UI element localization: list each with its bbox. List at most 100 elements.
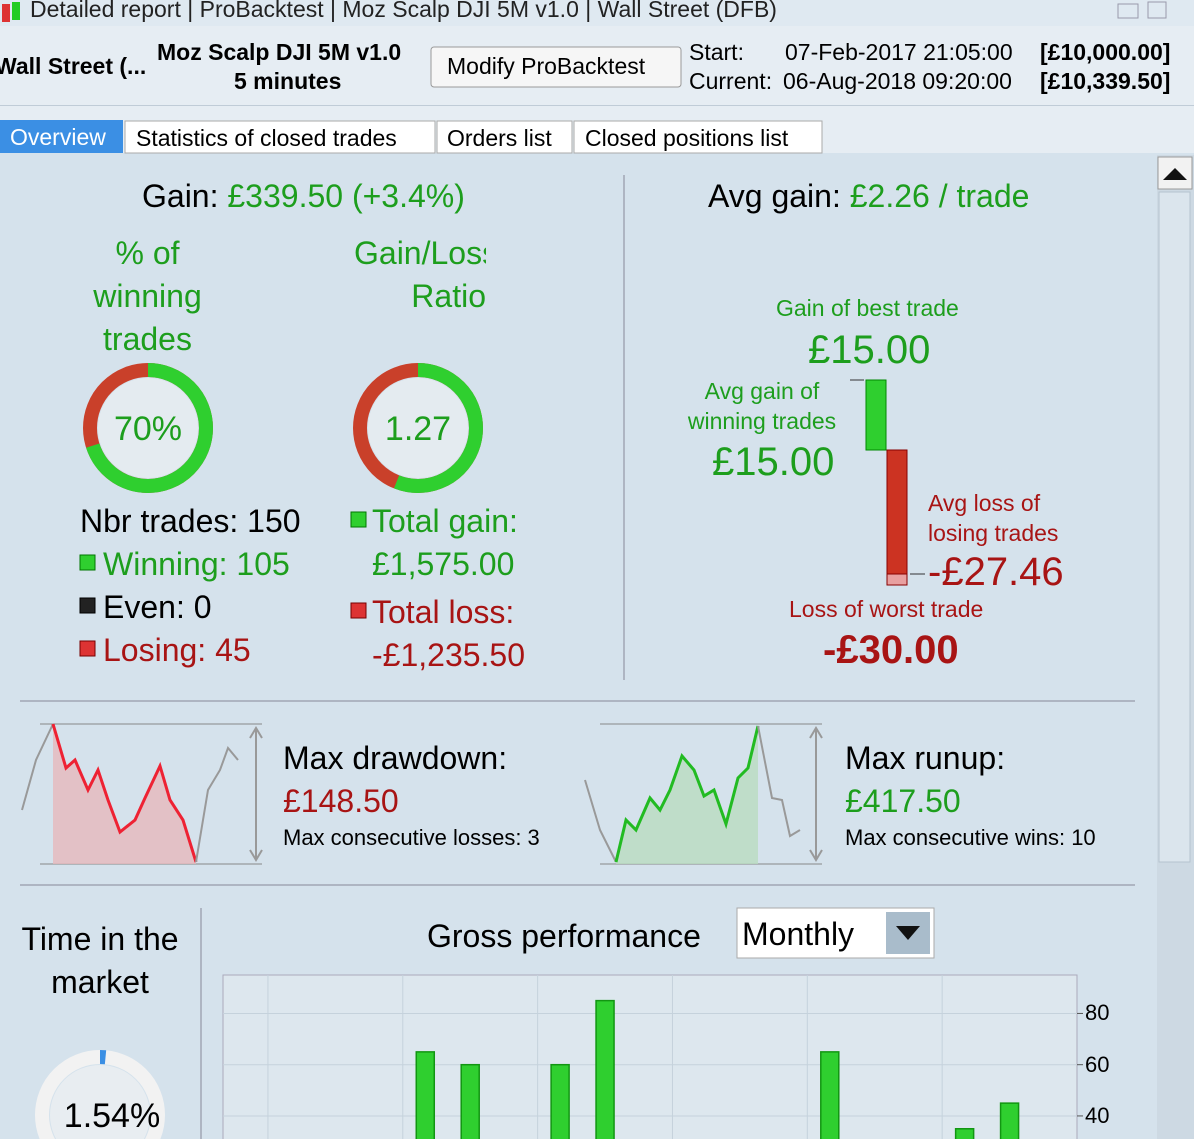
ratio: 1.27 [384, 410, 452, 448]
curve [195, 746, 239, 863]
donut-arc [83, 363, 213, 493]
loss-bar [886, 449, 908, 575]
avg-loss: -£27.46 [928, 550, 1064, 594]
donut-center [98, 378, 198, 478]
losing: Losing: 45 [103, 632, 251, 668]
tab-label[interactable]: Statistics of closed trades [136, 125, 397, 151]
nbr-trades: Nbr trades: 150 [80, 503, 301, 539]
tab[interactable] [0, 120, 123, 153]
time-value: 1.54% [63, 1097, 161, 1135]
runup-line [614, 725, 760, 863]
gain-pct: (+3.4%) [351, 178, 465, 214]
label: Loss of worst trade [789, 596, 984, 622]
consecutive: Max consecutive wins: 10 [845, 825, 1096, 850]
curve [21, 723, 54, 811]
bar [595, 999, 615, 1139]
loss-bar [886, 573, 908, 586]
range-arrow [809, 726, 823, 862]
title-part: Detailed report [30, 0, 181, 22]
legend-swatch [79, 554, 96, 571]
tab[interactable] [124, 120, 436, 154]
total-loss: -£1,235.50 [372, 637, 526, 673]
label: Current: [689, 68, 773, 94]
y-tick-label: 60 [1085, 1051, 1110, 1077]
drawdown-area [53, 724, 196, 864]
instrument: Wall Street (... [0, 53, 147, 79]
title-part: ProBacktest [199, 0, 324, 22]
plot-area [222, 974, 1078, 1139]
capital: [£10,339.50] [1040, 68, 1171, 94]
bar [820, 1051, 840, 1139]
runup-area [616, 726, 758, 864]
time-label: Time in the market [21, 921, 179, 1000]
label: Max drawdown: [283, 740, 508, 776]
window-title: Detailed report | ProBacktest | Moz Scal… [30, 0, 777, 21]
strategy: Moz Scalp DJI 5M v1.0 [157, 39, 402, 65]
modify-button[interactable] [430, 46, 682, 88]
title-part: Wall Street (DFB) [597, 0, 777, 22]
avg-win: £15.00 [712, 440, 835, 484]
bar [954, 1128, 975, 1139]
bar [550, 1063, 570, 1139]
label: Total loss: [372, 594, 515, 630]
bar [999, 1102, 1020, 1139]
title-bar [0, 0, 1194, 26]
avg-gain: £2.26 / trade [849, 178, 1030, 214]
date: 06-Aug-2018 09:20:00 [783, 68, 1012, 94]
legend-swatch [350, 511, 367, 528]
label: Gain: [142, 178, 219, 214]
app-icon [12, 2, 20, 20]
title-part: Moz Scalp DJI 5M v1.0 [342, 0, 579, 22]
max-runup: £417.50 [845, 783, 961, 819]
period[interactable]: Monthly [742, 916, 855, 952]
tab[interactable] [436, 120, 573, 154]
winning: Winning: 105 [103, 546, 290, 582]
ring-center [50, 1065, 150, 1139]
arrow [896, 926, 920, 940]
tab-label[interactable]: Overview [10, 124, 106, 150]
scroll-thumb[interactable] [1158, 191, 1191, 863]
bar [415, 1051, 436, 1139]
window-button[interactable] [1147, 1, 1167, 19]
curve [584, 779, 617, 863]
y-tick-label: 40 [1085, 1102, 1110, 1128]
donut-center [368, 378, 468, 478]
donut-arc [353, 363, 483, 493]
ratio-title: Gain/Loss Ratio [354, 235, 486, 314]
gain: £339.50 [227, 178, 344, 214]
curve [757, 725, 801, 838]
gross-chart [223, 975, 1083, 1139]
label: Avg gain: [708, 178, 841, 214]
app-icon [2, 4, 10, 22]
even: Even: 0 [103, 589, 212, 625]
drawdown-line [51, 723, 198, 863]
legend-swatch [350, 602, 367, 619]
chart-title: Gross performance [427, 918, 701, 954]
label: Total gain: [372, 503, 518, 539]
timeframe: 5 minutes [234, 68, 342, 94]
tab-label[interactable]: Orders list [447, 125, 552, 151]
total-gain: £1,575.00 [372, 546, 515, 582]
label: Avg gain of winning trades [687, 378, 837, 434]
label: Gain of best trade [776, 295, 959, 321]
consecutive: Max consecutive losses: 3 [283, 825, 540, 850]
legend-swatch [79, 640, 96, 657]
tab[interactable] [573, 120, 823, 154]
winning-pct: 70% [113, 410, 183, 448]
worst-trade: -£30.00 [823, 628, 959, 672]
button-label[interactable]: Modify ProBacktest [447, 53, 646, 79]
winning-title: % of winning trades [93, 235, 202, 357]
tab-label[interactable]: Closed positions list [585, 125, 789, 151]
legend-swatch [79, 597, 96, 614]
range-arrow [249, 726, 263, 862]
arrow [1163, 168, 1187, 180]
label: Start: [689, 39, 744, 65]
window-button[interactable] [1117, 3, 1139, 19]
best-trade: £15.00 [808, 328, 931, 372]
bar [460, 1063, 480, 1139]
time-arc [35, 1050, 165, 1139]
label: Avg loss of losing trades [928, 490, 1059, 546]
capital: [£10,000.00] [1040, 39, 1171, 65]
